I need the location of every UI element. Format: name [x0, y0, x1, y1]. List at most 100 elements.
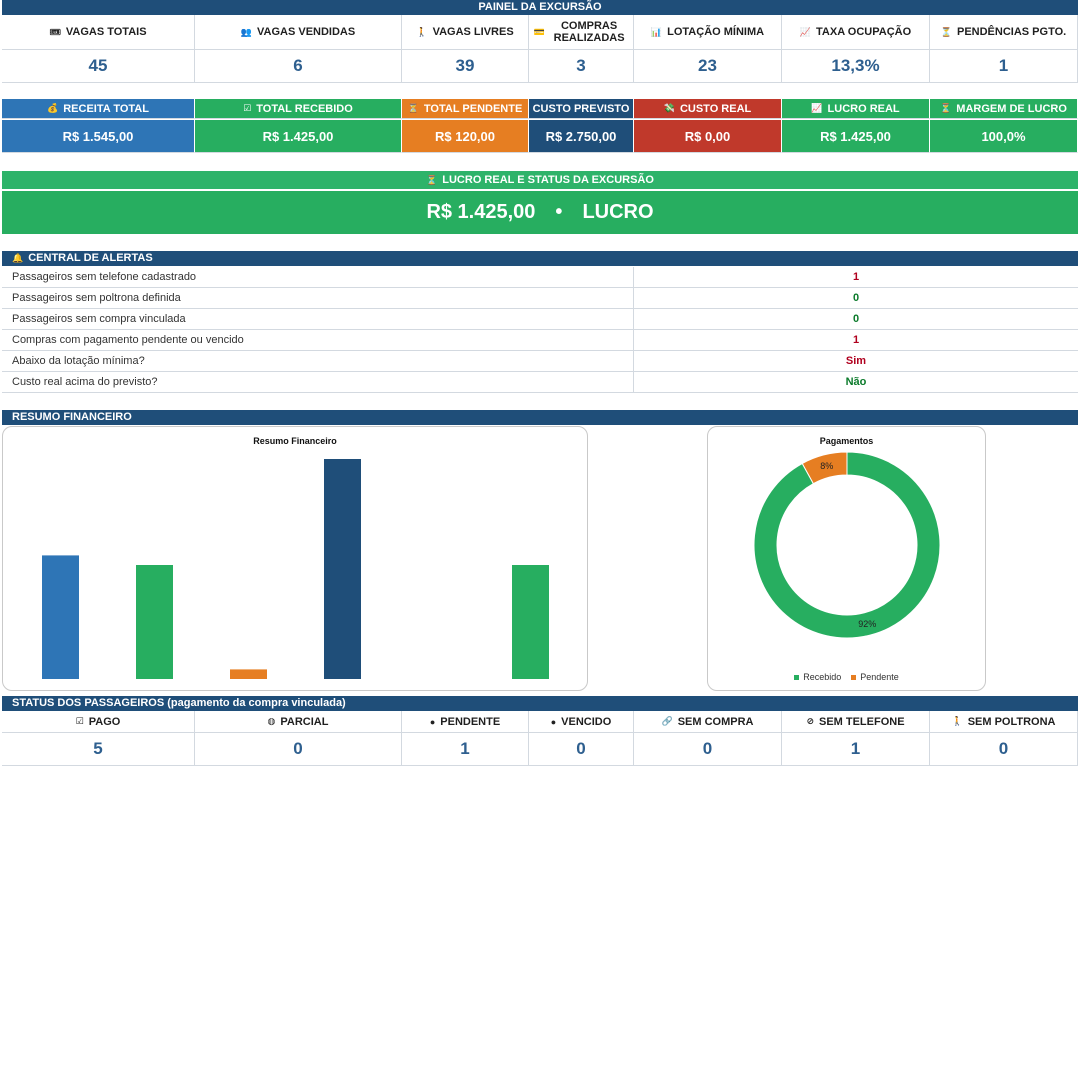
status-label: PAGO: [88, 715, 121, 728]
legend-swatch: [794, 675, 800, 681]
person-icon: 🚶: [951, 716, 963, 726]
kpi-value: 23: [634, 50, 782, 83]
status-value: 0: [529, 733, 634, 766]
hourglass-icon: ⏳: [940, 27, 952, 37]
alert-divider: [633, 288, 634, 309]
alert-label: Abaixo da lotação mínima?: [12, 355, 145, 367]
kpi-value: 39: [402, 50, 529, 83]
lucro-separator: •: [555, 201, 563, 223]
circle-icon: ●: [429, 716, 436, 727]
kpi-header: 💳 COMPRAS REALIZADAS: [529, 15, 634, 50]
lucro-value: R$ 1.425,00: [426, 201, 536, 223]
lucro-status: LUCRO: [582, 201, 654, 223]
alert-value: Não: [845, 376, 867, 388]
status-header: ◍ PARCIAL: [195, 711, 402, 733]
alert-row: Passageiros sem poltrona definida 0: [2, 288, 1078, 309]
alert-value: 1: [852, 334, 860, 346]
kpi-value: 6: [195, 50, 402, 83]
card-icon: 💳: [533, 27, 546, 37]
lucro-header: ⏳ LUCRO REAL E STATUS DA EXCURSÃO: [2, 171, 1078, 190]
check-box-icon: ☑: [243, 103, 252, 113]
alert-divider: [633, 372, 634, 393]
bar-chart-panel: Resumo Financeiro: [2, 426, 588, 691]
alert-value: 1: [852, 271, 860, 283]
kpi-header: 📊 LOTAÇÃO MÍNIMA: [634, 15, 782, 50]
finance-label: LUCRO REAL: [827, 102, 900, 115]
alert-row: Passageiros sem compra vinculada 0: [2, 309, 1078, 330]
kpi-header: 👥 VAGAS VENDIDAS: [195, 15, 402, 50]
status-header: ☑ PAGO: [2, 711, 195, 733]
donut-chart: 8% 92%: [753, 451, 941, 639]
finance-header: CUSTO PREVISTO: [529, 99, 634, 119]
finance-header: 📈 LUCRO REAL: [782, 99, 930, 119]
trend-icon: 📈: [811, 103, 823, 113]
finance-header: 💰 RECEITA TOTAL: [2, 99, 195, 119]
donut-chart-title: Pagamentos: [819, 436, 874, 446]
bar-lucro-real: [512, 565, 549, 679]
finance-label: CUSTO PREVISTO: [532, 102, 630, 115]
bar-total-recebido: [136, 565, 173, 679]
hourglass-icon: ⏳: [426, 175, 438, 185]
status-label: SEM POLTRONA: [967, 715, 1056, 728]
alert-divider: [633, 351, 634, 372]
kpi-label: LOTAÇÃO MÍNIMA: [667, 26, 765, 38]
alert-label: Passageiros sem compra vinculada: [12, 313, 186, 325]
status-header-row: ☑ PAGO ◍ PARCIAL ● PENDENTE ● VENCIDO 🔗 SEM COMPR…: [2, 711, 1078, 733]
finance-header: ⏳ TOTAL PENDENTE: [402, 99, 529, 119]
chart-bar-icon: 📊: [650, 27, 663, 37]
finance-header: ☑ TOTAL RECEBIDO: [195, 99, 402, 119]
ticket-icon: 🎟: [49, 27, 61, 37]
status-value: 0: [634, 733, 782, 766]
kpi-label: TAXA OCUPAÇÃO: [816, 26, 912, 38]
finance-value: R$ 1.425,00: [195, 120, 402, 153]
black-circle-icon: ●: [550, 716, 557, 727]
slice-recebido: [753, 451, 941, 639]
trend-icon: 📈: [799, 27, 812, 37]
slice-label-pendente: 8%: [820, 461, 833, 471]
legend-swatch: [851, 675, 857, 681]
bar-total-pendente: [230, 669, 267, 679]
kpi-label: VAGAS VENDIDAS: [257, 26, 356, 38]
half-circle-icon: ◍: [267, 716, 276, 726]
bar-chart: [42, 459, 549, 679]
legend-label: Recebido: [803, 672, 842, 682]
check-box-icon: ☑: [75, 716, 84, 726]
finance-value: R$ 1.545,00: [2, 120, 195, 153]
alert-value: Sim: [845, 355, 867, 367]
status-value: 1: [402, 733, 529, 766]
alert-row: Abaixo da lotação mínima? Sim: [2, 351, 1078, 372]
people-icon: 👥: [240, 27, 252, 37]
kpi-value: 3: [529, 50, 634, 83]
kpi-header: 📈 TAXA OCUPAÇÃO: [782, 15, 930, 50]
alert-divider: [633, 330, 634, 351]
alerts-title: CENTRAL DE ALERTAS: [28, 252, 153, 264]
kpi-value: 13,3%: [782, 50, 930, 83]
finance-header: 💸 CUSTO REAL: [634, 99, 782, 119]
status-header: ⊘ SEM TELEFONE: [782, 711, 930, 733]
status-value: 5: [2, 733, 195, 766]
slice-label-recebido: 92%: [858, 619, 876, 629]
lucro-value-banner: R$ 1.425,00 • LUCRO: [2, 191, 1078, 234]
status-label: SEM TELEFONE: [818, 715, 905, 728]
money-bag-icon: 💰: [47, 103, 59, 113]
kpi-header: 🚶 VAGAS LIVRES: [402, 15, 529, 50]
alert-row: Compras com pagamento pendente ou vencid…: [2, 330, 1078, 351]
status-label: VENCIDO: [561, 715, 612, 728]
alert-label: Compras com pagamento pendente ou vencid…: [12, 334, 244, 346]
status-header: ● VENCIDO: [529, 711, 634, 733]
alert-divider: [633, 309, 634, 330]
alert-row: Custo real acima do previsto? Não: [2, 372, 1078, 393]
link-icon: 🔗: [661, 716, 673, 726]
alert-label: Custo real acima do previsto?: [12, 376, 158, 388]
bar-receita-total: [42, 555, 79, 679]
dashboard-title: PAINEL DA EXCURSÃO: [2, 0, 1078, 15]
kpi-value: 1: [930, 50, 1078, 83]
finance-value-row: R$ 1.545,00 R$ 1.425,00 R$ 120,00 R$ 2.750,…: [2, 120, 1078, 153]
finance-header: ⏳ MARGEM DE LUCRO: [930, 99, 1078, 119]
alert-divider: [633, 267, 634, 288]
legend-label: Pendente: [860, 672, 899, 682]
finance-label: MARGEM DE LUCRO: [956, 102, 1067, 115]
alerts-header: 🔔 CENTRAL DE ALERTAS: [2, 251, 1078, 266]
legend-item: Recebido: [794, 672, 841, 682]
